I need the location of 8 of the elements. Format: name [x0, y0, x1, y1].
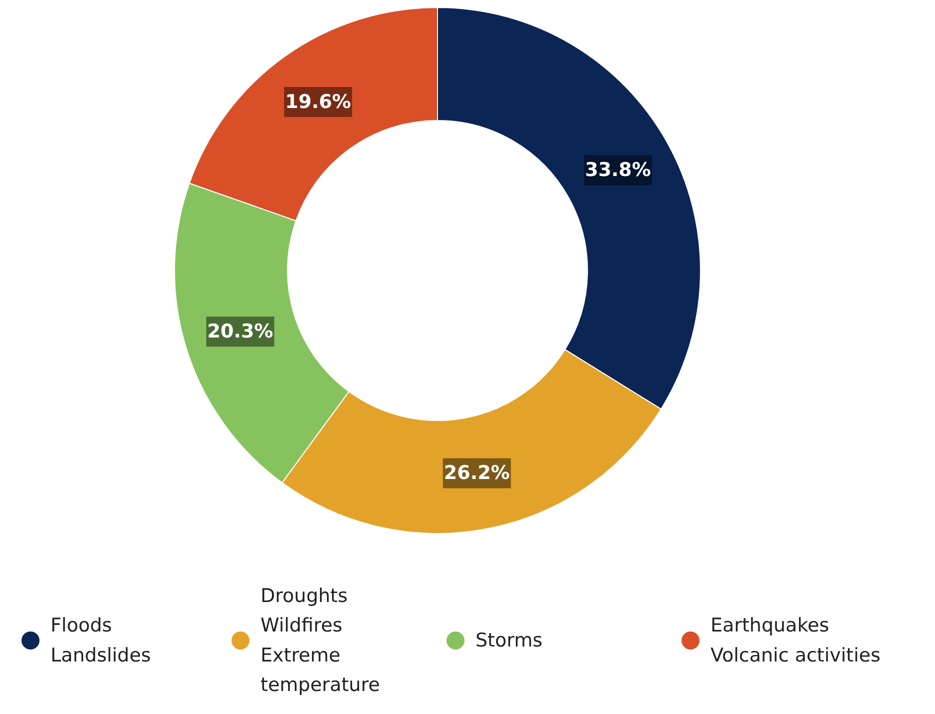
- data-label: 19.6%: [285, 91, 352, 113]
- data-label: 33.8%: [584, 159, 651, 182]
- legend-label: Storms: [476, 630, 543, 652]
- legend-label: Droughts Wildfires Extreme temperature: [260, 584, 380, 696]
- legend-label: Floods Landslides: [50, 614, 151, 666]
- data-label: 26.2%: [444, 462, 510, 484]
- legend-label: Earthquakes Volcanic activities: [710, 614, 880, 666]
- data-label: 20.3%: [207, 320, 274, 343]
